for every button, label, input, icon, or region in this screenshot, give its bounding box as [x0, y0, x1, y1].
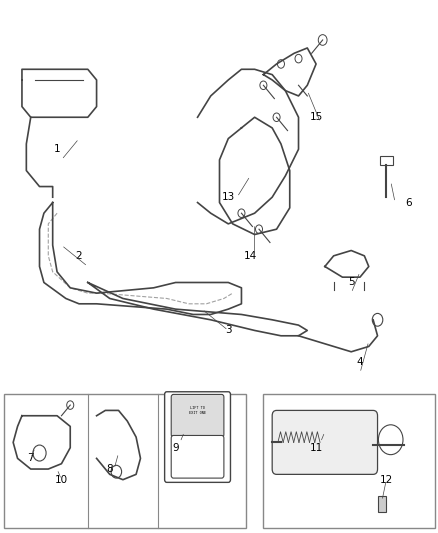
FancyBboxPatch shape — [4, 394, 245, 528]
FancyBboxPatch shape — [263, 394, 434, 528]
Text: 5: 5 — [347, 278, 354, 287]
Text: 13: 13 — [221, 192, 234, 202]
Text: 9: 9 — [172, 443, 179, 453]
FancyBboxPatch shape — [171, 394, 223, 437]
Text: 8: 8 — [106, 464, 113, 474]
Text: 3: 3 — [224, 326, 231, 335]
Text: 7: 7 — [27, 454, 34, 463]
Text: 14: 14 — [243, 251, 256, 261]
Text: 12: 12 — [379, 475, 392, 484]
FancyBboxPatch shape — [171, 435, 223, 478]
Text: 15: 15 — [309, 112, 322, 122]
FancyBboxPatch shape — [164, 392, 230, 482]
FancyBboxPatch shape — [272, 410, 377, 474]
Text: 10: 10 — [55, 475, 68, 484]
Polygon shape — [377, 496, 385, 512]
Text: 6: 6 — [404, 198, 411, 207]
Text: LIFT TO
EXIT ONE: LIFT TO EXIT ONE — [189, 406, 205, 415]
Text: 11: 11 — [309, 443, 322, 453]
Text: 1: 1 — [53, 144, 60, 154]
Text: 2: 2 — [75, 251, 82, 261]
Text: 4: 4 — [356, 358, 363, 367]
Bar — [379, 156, 392, 165]
